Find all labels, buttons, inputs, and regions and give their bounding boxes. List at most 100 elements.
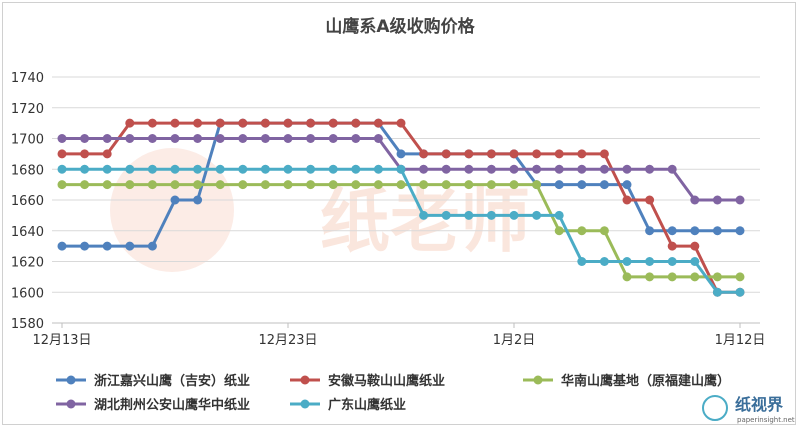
data-point xyxy=(80,180,90,190)
data-point xyxy=(80,241,90,251)
legend-label: 安徽马鞍山山鹰纸业 xyxy=(328,373,445,389)
legend-item: 广东山鹰纸业 xyxy=(290,397,406,413)
data-point xyxy=(170,195,180,205)
y-tick-label: 1640 xyxy=(11,225,44,240)
data-point xyxy=(193,118,203,128)
data-point xyxy=(125,180,135,190)
data-point xyxy=(57,149,67,159)
legend-swatch-marker xyxy=(66,399,76,409)
data-point xyxy=(351,134,361,143)
data-point xyxy=(419,180,429,190)
data-point xyxy=(328,134,338,143)
data-point xyxy=(554,180,564,190)
data-point xyxy=(125,118,135,128)
data-point xyxy=(464,180,474,190)
y-tick-label: 1580 xyxy=(11,317,44,332)
y-axis-ticks: 1580 1600 1620 1640 1660 1680 1700 1720 1740 xyxy=(11,71,44,332)
data-point xyxy=(622,164,632,174)
data-point xyxy=(622,195,632,205)
data-point xyxy=(645,164,655,174)
data-point xyxy=(373,164,383,174)
data-point xyxy=(441,164,451,174)
data-point xyxy=(667,257,677,266)
data-point xyxy=(283,118,293,128)
data-point xyxy=(577,149,587,159)
legend-item: 湖北荆州公安山鹰华中纸业 xyxy=(56,397,250,413)
data-point xyxy=(554,210,564,220)
data-point xyxy=(712,287,722,297)
series-lines xyxy=(57,118,745,297)
data-point xyxy=(464,210,474,220)
data-point xyxy=(486,180,496,190)
data-point xyxy=(215,164,225,174)
data-point xyxy=(396,180,406,190)
y-tick-label: 1660 xyxy=(11,194,44,209)
legend-swatch-marker xyxy=(300,399,310,409)
data-point xyxy=(170,134,180,143)
data-point xyxy=(373,134,383,143)
data-point xyxy=(80,149,90,159)
series-4 xyxy=(57,134,745,205)
data-point xyxy=(260,180,270,190)
data-point xyxy=(125,241,135,251)
data-point xyxy=(622,272,632,282)
data-point xyxy=(667,226,677,236)
data-point xyxy=(328,118,338,128)
y-tick-label: 1680 xyxy=(11,163,44,178)
data-point xyxy=(712,272,722,282)
data-point xyxy=(554,226,564,236)
data-point xyxy=(193,195,203,205)
data-point xyxy=(373,180,383,190)
data-point xyxy=(735,195,745,205)
data-point xyxy=(328,164,338,174)
legend-item: 浙江嘉兴山鹰（吉安）纸业 xyxy=(56,373,250,389)
chart-frame xyxy=(2,2,796,425)
y-tick-label: 1740 xyxy=(11,71,44,86)
data-point xyxy=(532,180,542,190)
series-5 xyxy=(57,164,745,297)
brand-logo-text: 纸视界 xyxy=(735,395,783,414)
series-3 xyxy=(57,180,745,282)
x-axis: 12月13日 12月23日 1月2日 1月12日 xyxy=(32,322,765,348)
data-point xyxy=(509,180,519,190)
data-point xyxy=(532,210,542,220)
data-point xyxy=(260,134,270,143)
data-point xyxy=(532,164,542,174)
data-point xyxy=(645,195,655,205)
legend: 浙江嘉兴山鹰（吉安）纸业 安徽马鞍山山鹰纸业 华南山鹰基地（原福建山鹰） 湖北荆州公安… xyxy=(56,373,730,413)
legend-label: 广东山鹰纸业 xyxy=(328,397,406,413)
data-point xyxy=(599,164,609,174)
data-point xyxy=(712,226,722,236)
data-point xyxy=(351,118,361,128)
data-point xyxy=(486,149,496,159)
data-point xyxy=(328,180,338,190)
data-point xyxy=(57,241,67,251)
data-point xyxy=(396,118,406,128)
data-point xyxy=(102,241,112,251)
data-point xyxy=(147,118,157,128)
legend-swatch-marker xyxy=(533,375,543,385)
data-point xyxy=(351,180,361,190)
data-point xyxy=(215,134,225,143)
data-point xyxy=(283,164,293,174)
data-point xyxy=(125,134,135,143)
chart-title: 山鹰系A级收购价格 xyxy=(325,16,475,37)
brand-logo: 纸视界 paperinsight.net xyxy=(702,395,795,424)
legend-label: 浙江嘉兴山鹰（吉安）纸业 xyxy=(94,373,250,389)
data-point xyxy=(667,241,677,251)
data-point xyxy=(509,210,519,220)
data-point xyxy=(690,272,700,282)
data-point xyxy=(645,272,655,282)
data-point xyxy=(735,272,745,282)
brand-logo-subtext: paperinsight.net xyxy=(737,416,795,424)
data-point xyxy=(735,287,745,297)
data-point xyxy=(215,118,225,128)
data-point xyxy=(306,164,316,174)
data-point xyxy=(125,164,135,174)
data-point xyxy=(306,180,316,190)
brand-logo-icon xyxy=(702,395,728,421)
data-point xyxy=(419,164,429,174)
y-tick-label: 1600 xyxy=(11,286,44,301)
legend-item: 安徽马鞍山山鹰纸业 xyxy=(290,373,445,389)
